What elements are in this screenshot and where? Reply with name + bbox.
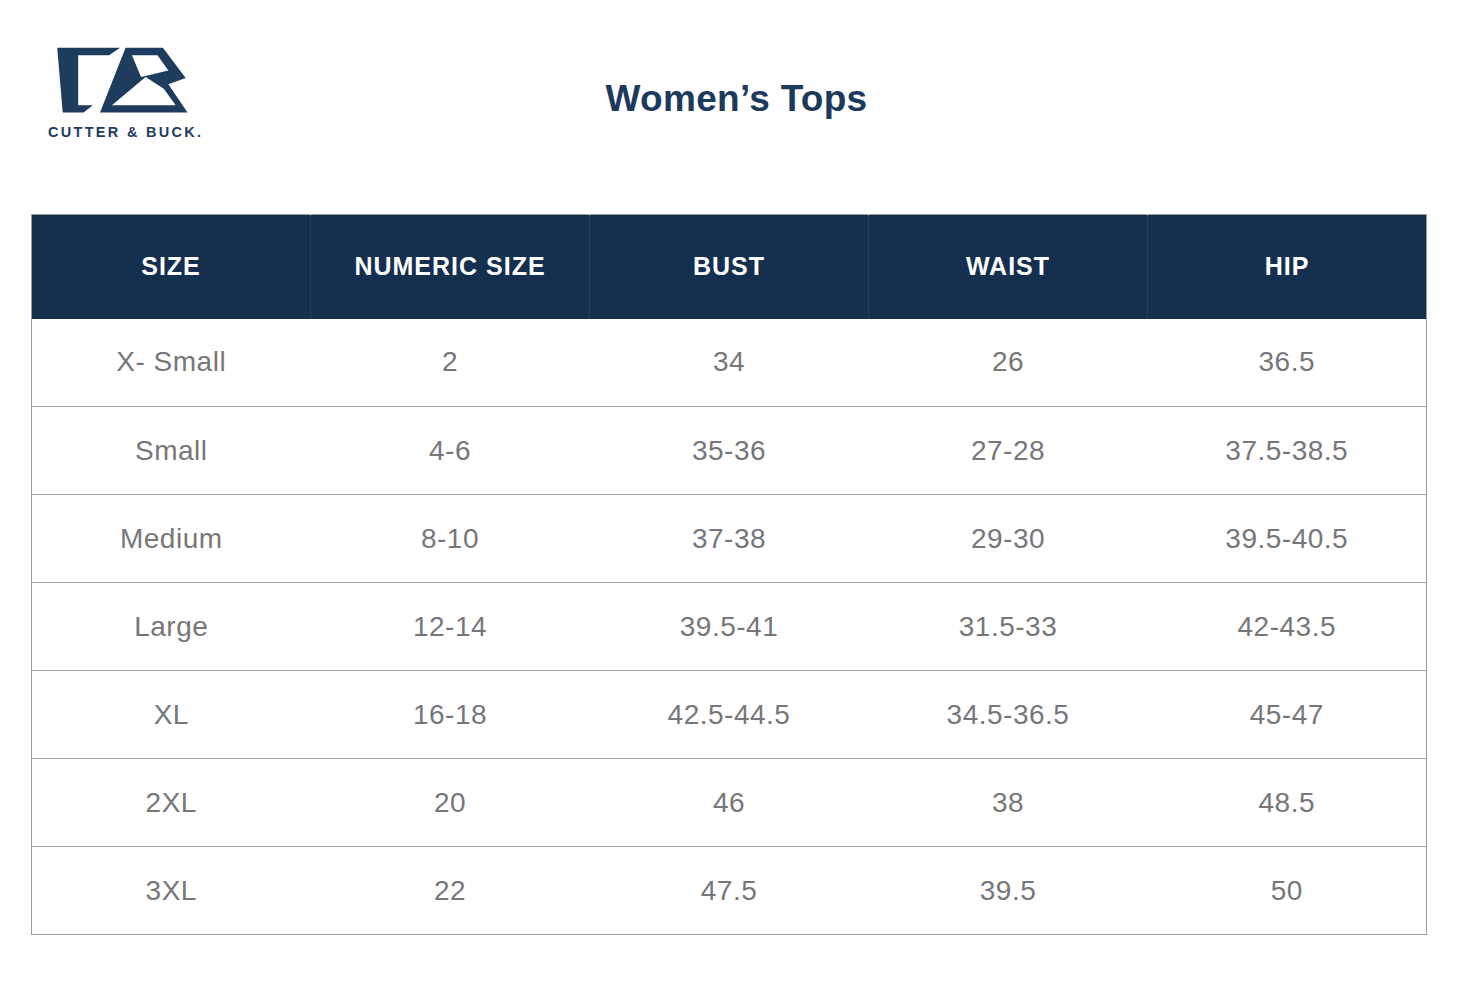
size-chart-page: CUTTER & BUCK. Women’s Tops SIZENUMERIC …	[0, 0, 1473, 992]
size-cell: 4-6	[311, 407, 590, 495]
size-chart-table: SIZENUMERIC SIZEBUSTWAISTHIP X- Small234…	[31, 214, 1427, 935]
size-cell: 12-14	[311, 583, 590, 671]
brand-wordmark: CUTTER & BUCK.	[48, 124, 208, 140]
size-cell: 42-43.5	[1148, 583, 1427, 671]
size-cell: Large	[32, 583, 311, 671]
table-header: SIZENUMERIC SIZEBUSTWAISTHIP	[32, 215, 1427, 319]
size-cell: 29-30	[869, 495, 1148, 583]
column-header: HIP	[1148, 215, 1427, 319]
size-cell: Small	[32, 407, 311, 495]
column-header: BUST	[590, 215, 869, 319]
size-cell: 34.5-36.5	[869, 671, 1148, 759]
size-cell: 50	[1148, 847, 1427, 935]
size-cell: 39.5-41	[590, 583, 869, 671]
size-cell: 27-28	[869, 407, 1148, 495]
size-cell: 2XL	[32, 759, 311, 847]
table-body: X- Small2342636.5Small4-635-3627-2837.5-…	[32, 319, 1427, 935]
page-title: Women’s Tops	[0, 78, 1473, 120]
size-cell: 39.5-40.5	[1148, 495, 1427, 583]
size-cell: 8-10	[311, 495, 590, 583]
size-cell: 37.5-38.5	[1148, 407, 1427, 495]
size-cell: 35-36	[590, 407, 869, 495]
size-cell: 39.5	[869, 847, 1148, 935]
size-cell: 31.5-33	[869, 583, 1148, 671]
size-cell: 37-38	[590, 495, 869, 583]
size-cell: 3XL	[32, 847, 311, 935]
size-cell: 34	[590, 319, 869, 407]
size-cell: 38	[869, 759, 1148, 847]
size-cell: 20	[311, 759, 590, 847]
size-cell: 22	[311, 847, 590, 935]
size-cell: 47.5	[590, 847, 869, 935]
header-row: SIZENUMERIC SIZEBUSTWAISTHIP	[32, 215, 1427, 319]
table-row: Small4-635-3627-2837.5-38.5	[32, 407, 1427, 495]
table-row: X- Small2342636.5	[32, 319, 1427, 407]
size-cell: 2	[311, 319, 590, 407]
size-cell: XL	[32, 671, 311, 759]
size-cell: 45-47	[1148, 671, 1427, 759]
table-row: Medium8-1037-3829-3039.5-40.5	[32, 495, 1427, 583]
size-cell: Medium	[32, 495, 311, 583]
table-row: XL16-1842.5-44.534.5-36.545-47	[32, 671, 1427, 759]
table-row: Large12-1439.5-4131.5-3342-43.5	[32, 583, 1427, 671]
size-cell: 16-18	[311, 671, 590, 759]
table-row: 2XL20463848.5	[32, 759, 1427, 847]
column-header: NUMERIC SIZE	[311, 215, 590, 319]
size-cell: 42.5-44.5	[590, 671, 869, 759]
size-cell: X- Small	[32, 319, 311, 407]
size-cell: 36.5	[1148, 319, 1427, 407]
column-header: WAIST	[869, 215, 1148, 319]
table-row: 3XL2247.539.550	[32, 847, 1427, 935]
column-header: SIZE	[32, 215, 311, 319]
size-cell: 48.5	[1148, 759, 1427, 847]
size-cell: 26	[869, 319, 1148, 407]
size-cell: 46	[590, 759, 869, 847]
